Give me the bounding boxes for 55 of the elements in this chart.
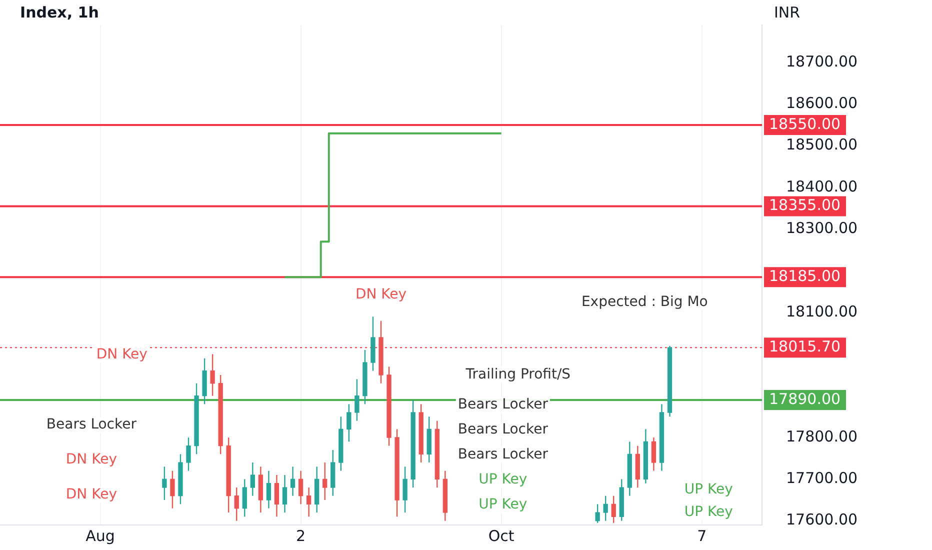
y-tick-label: 17700.00 [786,469,858,488]
annotation: UP Key [684,482,733,498]
candlestick [603,495,608,522]
y-tick-label: 18300.00 [786,219,858,238]
annotation: DN Key [66,486,117,503]
candlestick [298,470,304,505]
candlestick [170,470,175,509]
annotation: Bears Locker [458,422,548,438]
candlestick [250,462,255,496]
candlestick [210,354,215,396]
annotation: Bears Locker [458,396,548,413]
ref-line-label: 18015.70 [769,338,841,356]
y-axis-title: INR [774,3,800,22]
y-tick-label: 17600.00 [786,510,858,529]
candlestick [651,436,656,472]
candlestick [322,462,328,501]
candlestick [242,478,247,518]
annotation: UP Key [684,504,733,520]
candlestick [162,466,167,501]
ref-line-label: 18185.00 [769,266,841,285]
y-tick-label: 18700.00 [786,52,858,70]
annotation: DN Key [96,346,148,363]
ref-line-label: 18355.00 [769,196,841,214]
candlestick [402,466,408,514]
candlestick [290,466,296,496]
candlestick [306,486,312,518]
x-tick-label: 2 [296,526,306,545]
candlestick [234,486,239,522]
annotation: Expected : Big Mo [581,294,708,310]
annotation: Trailing Profit/S [464,366,571,383]
chart-title: Index, 1h [20,3,99,22]
candlestick [266,470,272,509]
ref-line-label: 18550.00 [769,114,841,133]
y-tick-label: 18100.00 [786,302,858,320]
annotation: Bears Locker [46,416,137,433]
annotation: UP Key [478,472,528,488]
candlestick [186,436,191,472]
annotation: DN Key [66,452,117,468]
x-tick-label: Aug [86,526,115,545]
y-tick-label: 18500.00 [786,136,858,154]
ref-line-label: 17890.00 [769,390,841,408]
y-tick-label: 18600.00 [786,94,858,112]
y-tick-label: 17800.00 [786,427,858,446]
y-tick-label: 18400.00 [786,177,858,196]
annotation: Bears Locker [458,446,548,463]
candlestick [346,404,352,442]
candlestick [595,504,600,524]
annotation: DN Key [355,286,407,303]
x-tick-label: 7 [697,526,707,545]
candlestick [282,474,288,514]
x-tick-label: Oct [488,526,514,545]
candlestick [611,495,616,524]
candlestick [274,474,280,518]
candlestick [354,378,360,422]
annotation: UP Key [478,496,528,513]
